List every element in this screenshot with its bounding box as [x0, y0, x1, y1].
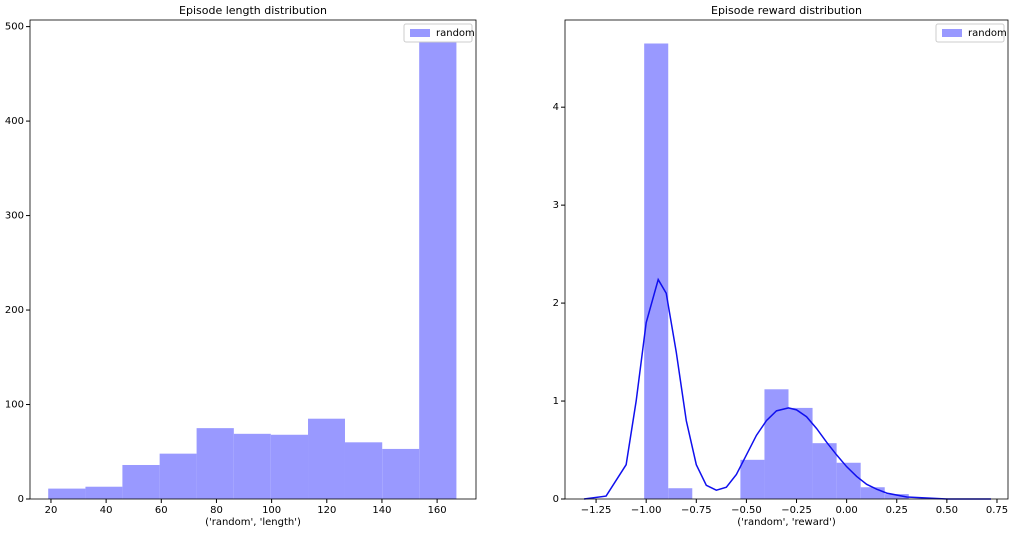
- x-axis-label: ('random', 'reward'): [737, 517, 836, 528]
- x-tick-label: 0.75: [986, 505, 1008, 516]
- bar: [85, 486, 123, 499]
- chart-title: Episode length distribution: [179, 4, 327, 17]
- y-tick-label: 200: [5, 305, 24, 316]
- bar: [48, 488, 86, 499]
- x-tick-label: 0.00: [836, 505, 858, 516]
- y-tick-label: 0: [18, 494, 24, 505]
- bar: [270, 434, 309, 499]
- y-tick-label: 4: [553, 102, 559, 113]
- x-tick-label: 160: [428, 505, 447, 516]
- x-tick-label: 80: [210, 505, 223, 516]
- x-tick-label: 120: [317, 505, 336, 516]
- bar: [122, 464, 160, 499]
- x-tick-label: −0.50: [731, 505, 762, 516]
- y-tick-label: 300: [5, 211, 24, 222]
- x-tick-label: 40: [100, 505, 113, 516]
- y-tick-label: 100: [5, 400, 24, 411]
- bar: [812, 443, 837, 499]
- bar: [196, 428, 234, 499]
- x-tick-label: 0.50: [936, 505, 958, 516]
- bar: [740, 459, 765, 499]
- y-tick-label: 0: [553, 494, 559, 505]
- bar: [764, 389, 789, 499]
- bar: [344, 442, 383, 499]
- bar: [419, 41, 457, 499]
- x-tick-label: −1.00: [631, 505, 662, 516]
- bar: [159, 453, 197, 499]
- x-tick-label: −1.25: [581, 505, 612, 516]
- x-tick-label: 140: [372, 505, 391, 516]
- bar: [382, 448, 420, 499]
- x-tick-label: 20: [45, 505, 58, 516]
- legend-box: [403, 23, 473, 43]
- x-tick-label: 60: [155, 505, 168, 516]
- bar: [884, 494, 909, 499]
- bar: [644, 43, 669, 499]
- x-tick-label: −0.25: [781, 505, 812, 516]
- y-tick-label: 3: [553, 200, 559, 211]
- y-tick-label: 1: [553, 396, 559, 407]
- legend-swatch: [410, 29, 430, 37]
- legend-swatch: [942, 29, 962, 37]
- plot-frame: [564, 19, 1009, 500]
- bar: [233, 433, 271, 499]
- legend-label: random: [968, 28, 1007, 39]
- y-tick-label: 400: [5, 116, 24, 127]
- y-tick-label: 500: [5, 22, 24, 33]
- bar: [788, 407, 813, 499]
- bar: [860, 487, 885, 499]
- x-tick-label: 100: [262, 505, 281, 516]
- bar: [668, 488, 693, 499]
- kde-line: [583, 277, 991, 500]
- y-tick-label: 2: [553, 298, 559, 309]
- x-axis-label: ('random', 'length'): [205, 517, 301, 528]
- legend-label: random: [436, 28, 475, 39]
- chart-title: Episode reward distribution: [711, 4, 862, 17]
- x-tick-label: 0.25: [886, 505, 908, 516]
- plot-frame: [29, 19, 477, 500]
- x-tick-label: −0.75: [681, 505, 712, 516]
- bar: [308, 418, 345, 499]
- legend-box: [935, 23, 1005, 43]
